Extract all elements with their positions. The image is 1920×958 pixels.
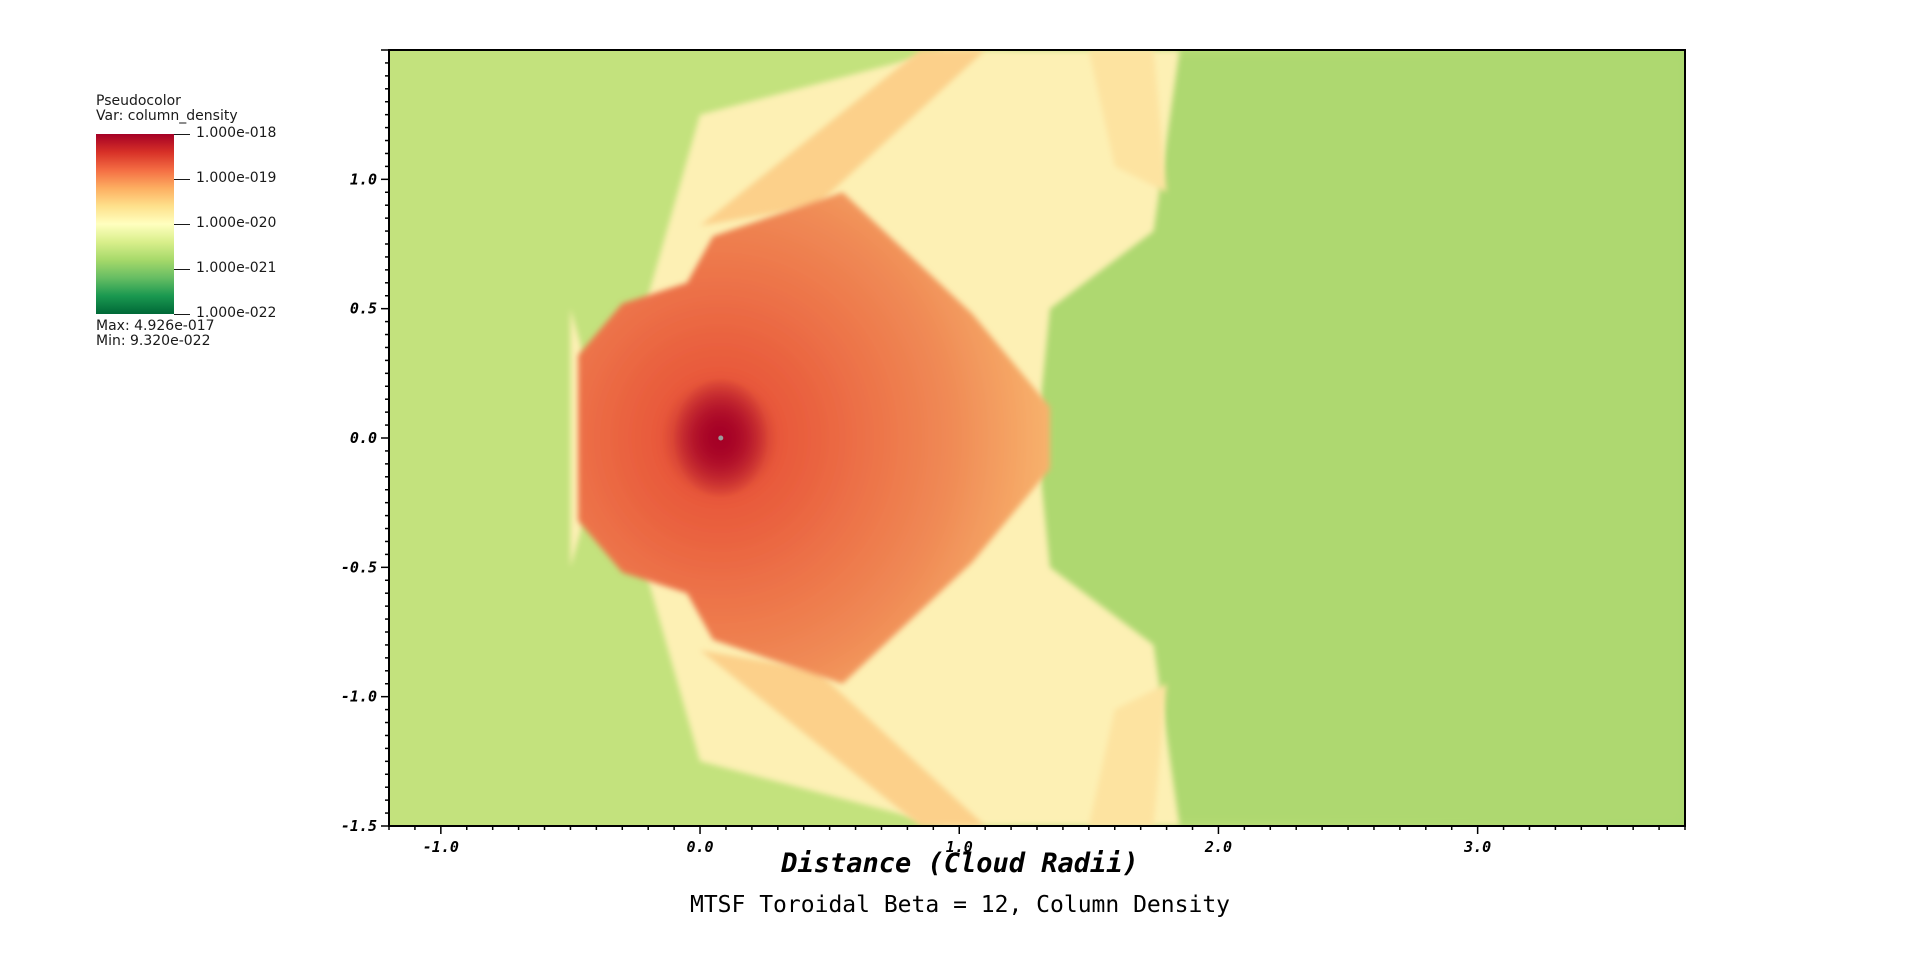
colorbar-tick-label: 1.000e-019 (196, 170, 277, 186)
legend-variable: Var: column_density (96, 108, 238, 124)
x-tick-label: -1.0 (423, 838, 459, 856)
x-tick-label: 1.0 (946, 838, 973, 856)
wake-region (1011, 50, 1685, 826)
upper-shock-front (700, 50, 986, 226)
colorbar-tick-label: 1.000e-020 (196, 215, 277, 231)
legend-min: Min: 9.320e-022 (96, 333, 211, 349)
upper-arc (1088, 50, 1167, 193)
colorbar-legend: Pseudocolor Var: column_density 1.000e-0… (96, 94, 336, 364)
x-axis-label: Distance (Cloud Radii) (781, 848, 1139, 879)
x-tick-label: 3.0 (1463, 838, 1491, 856)
colorbar-tick-label: 1.000e-018 (196, 125, 277, 141)
x-tick-label: 0.0 (686, 838, 713, 856)
colorbar-tick (174, 224, 190, 225)
y-tick-label: 0.5 (350, 300, 377, 318)
chart-title: MTSF Toroidal Beta = 12, Column Density (689, 892, 1231, 918)
colorbar-tick-label: 1.000e-022 (196, 305, 277, 321)
x-tick-label: 2.0 (1204, 838, 1232, 856)
y-tick-label: 1.0 (350, 170, 377, 188)
lower-arc (1088, 683, 1167, 826)
y-tick-label: -1.5 (341, 817, 377, 835)
cloud-center-marker (718, 435, 724, 441)
colorbar-tick (174, 179, 190, 180)
x-axis: -1.0 0.0 1.0 2.0 3.0 (388, 826, 1686, 856)
y-axis: 1.0 0.5 0.0 -0.5 -1.0 -1.5 (341, 49, 389, 835)
colorbar-tick (174, 269, 190, 270)
legend-plot-type: Pseudocolor (96, 93, 181, 109)
y-tick-label: 0.0 (350, 429, 377, 447)
colorbar-tick (174, 134, 190, 135)
lower-shock-front (700, 650, 986, 826)
dense-core (578, 192, 1050, 684)
colorbar (96, 134, 174, 314)
field-layers (389, 50, 1685, 826)
colorbar-tick-label: 1.000e-021 (196, 260, 277, 276)
y-tick-label: -0.5 (341, 558, 377, 576)
legend-max: Max: 4.926e-017 (96, 318, 215, 334)
y-tick-label: -1.0 (341, 688, 377, 706)
colorbar-tick (174, 314, 190, 315)
